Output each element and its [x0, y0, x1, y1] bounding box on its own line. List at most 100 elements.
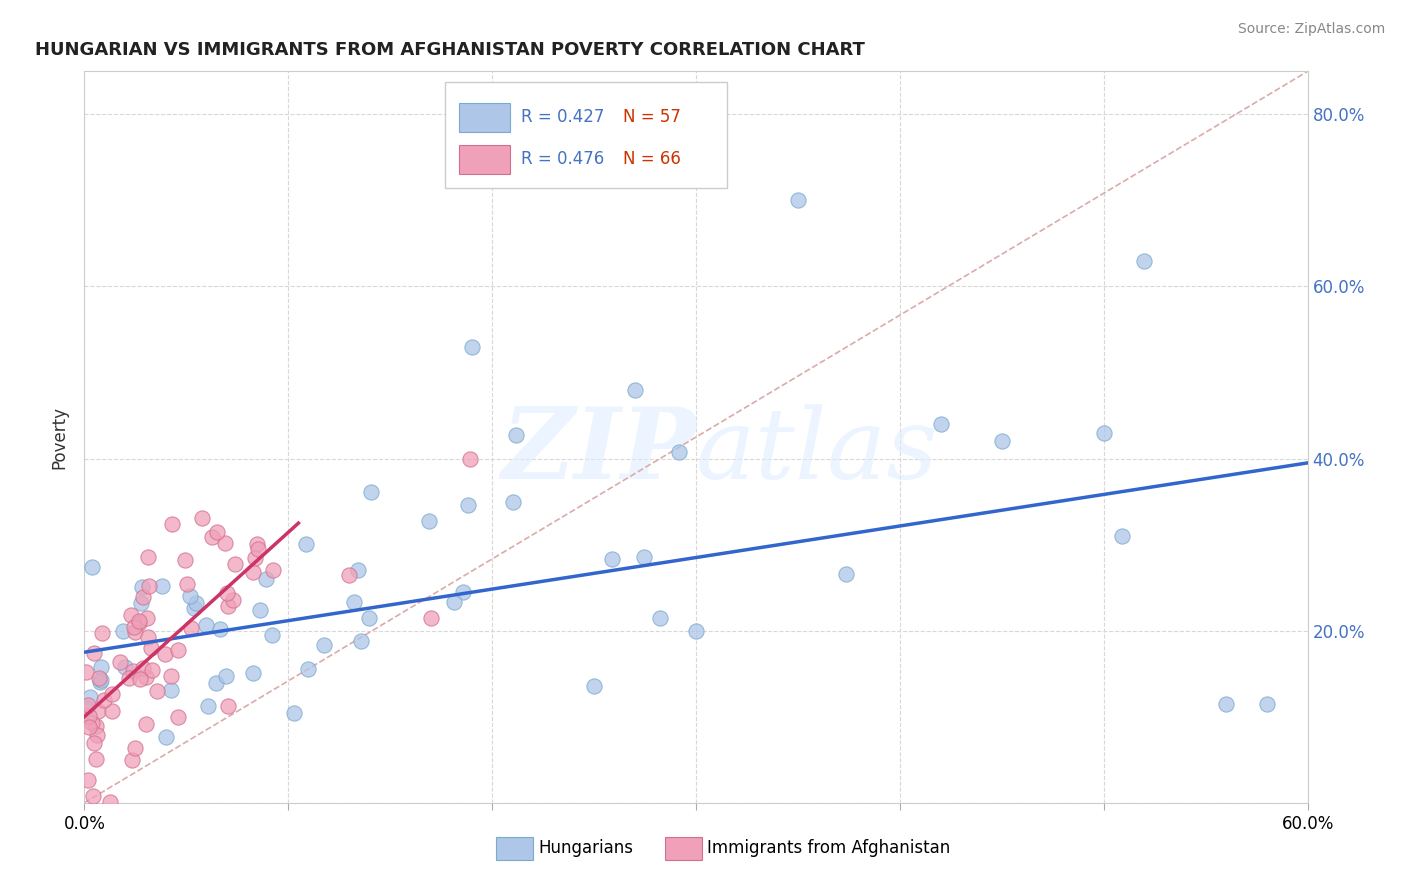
Point: [160, 669, 183, 683]
Point: [86, 752, 108, 766]
Point: [122, 664, 145, 678]
Point: [787, 194, 810, 208]
Point: [205, 524, 228, 539]
Point: [222, 593, 245, 607]
Text: N = 66: N = 66: [623, 150, 681, 168]
Point: [114, 659, 136, 673]
Point: [128, 615, 150, 629]
Point: [224, 558, 246, 572]
Point: [118, 671, 141, 685]
Point: [82, 715, 104, 730]
Point: [135, 716, 157, 731]
Point: [668, 444, 690, 458]
Point: [174, 553, 197, 567]
Point: [633, 550, 655, 565]
Point: [183, 600, 205, 615]
Point: [249, 602, 271, 616]
Point: [1256, 697, 1278, 711]
Point: [214, 536, 236, 550]
Point: [128, 673, 150, 687]
Point: [205, 676, 228, 690]
Point: [246, 541, 269, 556]
Text: R = 0.427: R = 0.427: [522, 109, 605, 127]
Point: [260, 628, 283, 642]
Point: [93, 692, 115, 706]
Point: [184, 596, 207, 610]
Point: [124, 740, 146, 755]
Point: [648, 611, 671, 625]
Point: [167, 643, 190, 657]
Point: [242, 665, 264, 680]
FancyBboxPatch shape: [446, 82, 727, 188]
Point: [120, 607, 142, 622]
Point: [246, 537, 269, 551]
Point: [295, 537, 318, 551]
Point: [146, 684, 169, 698]
Point: [167, 710, 190, 724]
Point: [108, 655, 131, 669]
Text: atlas: atlas: [696, 404, 939, 500]
Point: [79, 690, 101, 704]
Point: [215, 669, 238, 683]
Point: [929, 417, 952, 432]
Point: [150, 579, 173, 593]
Text: R = 0.476: R = 0.476: [522, 150, 605, 168]
Point: [218, 599, 240, 614]
Point: [1092, 425, 1115, 440]
Text: Hungarians: Hungarians: [538, 839, 634, 857]
Point: [505, 428, 527, 442]
Point: [124, 625, 146, 640]
Point: [138, 579, 160, 593]
Point: [1133, 253, 1156, 268]
Point: [359, 611, 381, 625]
Point: [139, 640, 162, 655]
Point: [87, 671, 110, 685]
Point: [89, 675, 111, 690]
Point: [91, 625, 114, 640]
Point: [138, 549, 160, 564]
Point: [312, 638, 335, 652]
Point: [155, 647, 177, 661]
Point: [121, 753, 143, 767]
Point: [461, 340, 484, 354]
Point: [242, 565, 264, 579]
Point: [297, 662, 319, 676]
Point: [90, 659, 112, 673]
Point: [283, 706, 305, 720]
Point: [197, 699, 219, 714]
Point: [131, 580, 153, 594]
Point: [101, 687, 124, 701]
Y-axis label: Poverty: Poverty: [51, 406, 69, 468]
Point: [418, 514, 440, 528]
Point: [141, 663, 163, 677]
Point: [86, 728, 108, 742]
Point: [180, 621, 202, 635]
Point: [100, 704, 122, 718]
Point: [98, 795, 121, 809]
Text: HUNGARIAN VS IMMIGRANTS FROM AFGHANISTAN POVERTY CORRELATION CHART: HUNGARIAN VS IMMIGRANTS FROM AFGHANISTAN…: [35, 41, 865, 59]
Point: [132, 661, 155, 675]
Point: [129, 596, 152, 610]
Point: [685, 624, 707, 638]
Point: [1215, 697, 1237, 711]
Point: [420, 611, 443, 625]
Point: [75, 701, 97, 715]
Point: [160, 682, 183, 697]
Point: [77, 708, 100, 723]
Text: N = 57: N = 57: [623, 109, 681, 127]
Point: [342, 594, 364, 608]
Point: [136, 611, 159, 625]
Point: [176, 577, 198, 591]
Point: [84, 719, 107, 733]
Point: [128, 615, 150, 630]
Point: [209, 622, 232, 636]
Point: [835, 567, 858, 582]
Point: [194, 618, 217, 632]
Point: [76, 698, 98, 712]
Point: [217, 698, 239, 713]
Point: [179, 589, 201, 603]
Point: [77, 772, 100, 787]
Point: [349, 634, 371, 648]
Point: [160, 516, 183, 531]
Point: [122, 620, 145, 634]
